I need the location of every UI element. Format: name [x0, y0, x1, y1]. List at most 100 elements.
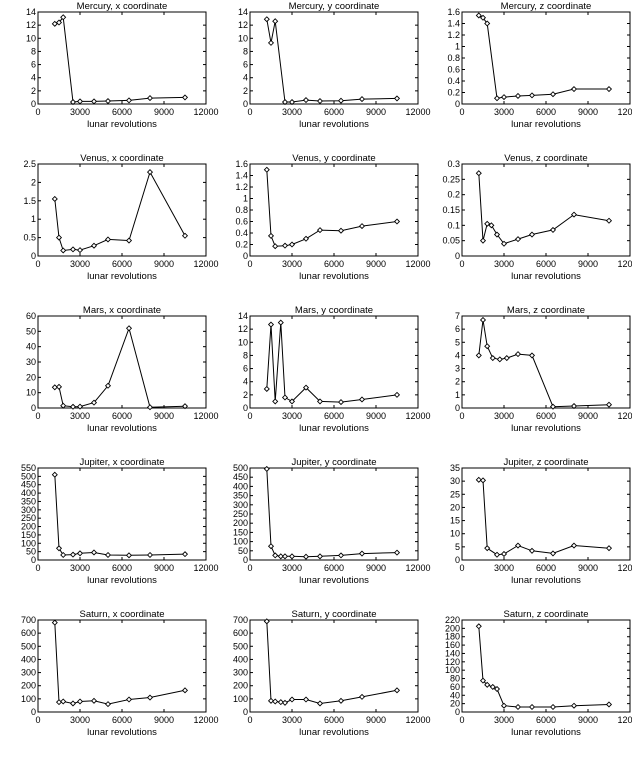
x-tick-label: 3000	[282, 715, 302, 725]
data-point	[281, 553, 289, 560]
chart-svg: Saturn, x coordinate 0 100 200 300 400 500 600 7…	[21, 609, 219, 738]
data-point	[493, 685, 501, 693]
data-point	[272, 698, 279, 705]
x-tick-label: 3000	[70, 259, 90, 269]
y-tick-label: 160	[445, 640, 460, 650]
y-tick-label: 300	[21, 668, 36, 678]
x-tick-label: 3000	[70, 715, 90, 725]
y-tick-label: 10	[26, 33, 36, 43]
y-tick-label: 100	[21, 538, 36, 548]
data-point	[288, 98, 296, 106]
plot-frame	[37, 315, 207, 409]
y-tick-label: 500	[233, 641, 248, 651]
data-point	[302, 97, 310, 104]
data-point	[55, 19, 63, 26]
y-tick-label: 180	[445, 632, 460, 642]
data-point	[302, 696, 310, 703]
data-point	[393, 391, 401, 398]
y-tick-label: 4	[31, 73, 36, 83]
y-tick-label: 0.6	[447, 65, 460, 75]
y-tick-label: 12	[238, 324, 248, 334]
chart-title: Venus, x coordinate	[80, 153, 163, 164]
y-tick-label: 20	[450, 502, 460, 512]
data-point	[337, 399, 345, 406]
data-point	[479, 14, 487, 21]
x-tick-label: 12000	[617, 715, 632, 725]
y-tick-label: 0	[243, 707, 248, 717]
data-point	[55, 234, 63, 241]
y-tick-label: 0.5	[23, 233, 36, 243]
data-point	[272, 243, 279, 250]
y-tick-label: 6	[243, 60, 248, 70]
data-point	[302, 553, 310, 560]
y-tick-label: 100	[233, 694, 248, 704]
y-tick-label: 8	[31, 46, 36, 56]
y-tick-label: 350	[21, 496, 36, 506]
data-point	[528, 231, 536, 238]
x-tick-label: 9000	[578, 715, 598, 725]
x-tick-label: 9000	[154, 715, 174, 725]
y-tick-label: 220	[445, 615, 460, 625]
chart-svg: Jupiter, z coordinate 0 5 10 15 20 25 30 35 0 3000…	[450, 457, 632, 586]
y-tick-label: 20	[450, 699, 460, 709]
y-tick-label: 14	[238, 7, 248, 17]
y-tick-label: 0	[31, 403, 36, 413]
chart-panel-4: Venus, x coordinate 0 0.5 1 1.5 2 2.5 0 3000 6000…	[0, 152, 218, 304]
plot-frame	[37, 467, 207, 561]
y-tick-label: 0	[243, 403, 248, 413]
x-tick-label: 12000	[405, 563, 430, 573]
x-tick-label: 0	[35, 411, 40, 421]
data-point	[90, 697, 98, 704]
y-tick-label: 0	[31, 555, 36, 565]
x-axis-label: lunar revolutions	[299, 119, 369, 130]
data-point	[337, 552, 345, 559]
chart-svg: Mars, y coordinate 0 2 4 6 8 10 12 14 0 3000 6000 90…	[238, 305, 431, 434]
x-tick-label: 12000	[193, 715, 218, 725]
data-point	[475, 170, 482, 177]
data-point	[146, 404, 154, 411]
data-point	[393, 687, 401, 694]
chart-svg: Mars, z coordinate 0 1 2 3 4 5 6 7 0 3000 6000 9000 1…	[455, 305, 632, 434]
x-tick-label: 9000	[578, 563, 598, 573]
chart-panel-5: Venus, y coordinate 0 0.2 0.4 0.6 0.8 1 1.2 1.4 1…	[212, 152, 430, 304]
chart-panel-8: Mars, y coordinate 0 2 4 6 8 10 12 14 0 3000 6000 90…	[212, 304, 431, 456]
x-tick-label: 0	[459, 563, 464, 573]
data-point	[528, 352, 536, 359]
x-tick-label: 3000	[70, 563, 90, 573]
y-tick-label: 30	[450, 476, 460, 486]
y-tick-label: 8	[243, 350, 248, 360]
x-tick-label: 12000	[193, 107, 218, 117]
data-point	[493, 95, 501, 102]
y-tick-label: 200	[21, 522, 36, 532]
data-point	[60, 551, 67, 559]
y-tick-label: 200	[21, 681, 36, 691]
data-point	[302, 235, 310, 242]
series-line	[478, 15, 609, 99]
x-tick-label: 3000	[70, 107, 90, 117]
y-tick-label: 6	[243, 364, 248, 374]
chart-svg: Mercury, z coordinate00.20.40.60.811.21.…	[447, 1, 632, 130]
data-point	[263, 385, 270, 392]
x-tick-label: 9000	[154, 563, 174, 573]
data-point	[60, 14, 67, 21]
series-line	[54, 622, 186, 705]
chart-title: Saturn, y coordinate	[291, 609, 376, 620]
data-point	[146, 169, 154, 176]
y-tick-label: 4	[455, 350, 460, 360]
chart-panel-11: Jupiter, y coordinate 0 50 100 150 200 250 300 3…	[212, 456, 431, 608]
y-tick-label: 400	[21, 654, 36, 664]
y-tick-label: 2	[455, 377, 460, 387]
data-point	[267, 232, 275, 239]
plot-frame	[37, 11, 207, 105]
x-tick-label: 9000	[366, 715, 386, 725]
chart-title: Mercury, y coordinate	[289, 1, 380, 12]
x-tick-label: 6000	[324, 715, 344, 725]
y-tick-label: 40	[26, 342, 36, 352]
y-tick-label: 10	[450, 529, 460, 539]
y-tick-label: 4	[243, 377, 248, 387]
x-tick-label: 6000	[112, 411, 132, 421]
chart-svg: Venus, z coordinate 0 0.05 0.1 0.15 0.2 0.25 0.…	[442, 153, 632, 282]
x-tick-label: 12000	[405, 411, 430, 421]
data-point	[76, 403, 84, 410]
data-point	[146, 551, 154, 559]
